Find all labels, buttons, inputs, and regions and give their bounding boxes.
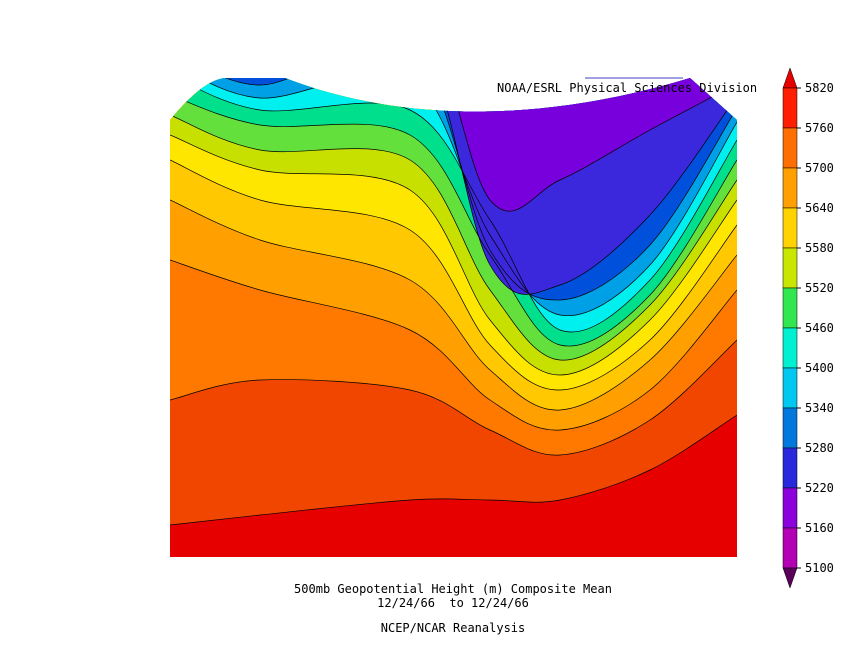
credit: NOAA/ESRL Physical Sciences Division — [497, 81, 757, 95]
height-map — [170, 78, 737, 557]
colorbar-segment — [782, 247, 798, 289]
colorbar-label: 5760 — [805, 121, 834, 135]
colorbar-label: 5100 — [805, 561, 834, 575]
contour-line — [170, 339, 737, 456]
caption-title: 500mb Geopotential Height (m) Composite … — [294, 582, 612, 596]
caption-source: NCEP/NCAR Reanalysis — [381, 621, 526, 635]
colorbar-label: 5520 — [805, 281, 834, 295]
colorbar-label: 5640 — [805, 201, 834, 215]
contour-line — [170, 78, 737, 301]
colorbar-label: 5340 — [805, 401, 834, 415]
colorbar-label: 5280 — [805, 441, 834, 455]
colorbar-segment — [782, 127, 798, 169]
colorbar-segment — [782, 167, 798, 209]
colorbar-label: 5400 — [805, 361, 834, 375]
colorbar-label: 5700 — [805, 161, 834, 175]
contour-line — [170, 134, 737, 376]
contour-line — [170, 199, 737, 411]
colorbar-label: 5460 — [805, 321, 834, 335]
contour-line — [170, 114, 737, 361]
colorbar-segment — [782, 447, 798, 489]
contour-line — [170, 414, 737, 526]
colorbar-label: 5220 — [805, 481, 834, 495]
colorbar-end — [782, 67, 798, 89]
colorbar-segment — [782, 487, 798, 529]
colorbar-label: 5580 — [805, 241, 834, 255]
contour-line — [170, 259, 737, 431]
colorbar-segment — [782, 527, 798, 569]
contour-line — [170, 78, 737, 212]
contour-line — [170, 78, 737, 317]
colorbar-segment — [782, 407, 798, 449]
colorbar-label: 5820 — [805, 81, 834, 95]
height-band — [170, 78, 737, 212]
colorbar-label: 5160 — [805, 521, 834, 535]
colorbar-segment — [782, 207, 798, 249]
contour-line — [170, 94, 737, 347]
contour-line — [170, 78, 737, 333]
colorbar-segment — [782, 367, 798, 409]
colorbar-end — [782, 567, 798, 589]
contour-line — [170, 78, 737, 295]
colorbar-segment — [782, 87, 798, 129]
caption-dates: 12/24/66 to 12/24/66 — [377, 596, 529, 610]
contour-line — [170, 159, 737, 391]
colorbar-segment — [782, 327, 798, 369]
colorbar-segment — [782, 287, 798, 329]
colorbar: 5820 5760 5700 5640 5580 5520 5460 5400 5340 5280… — [782, 67, 834, 589]
